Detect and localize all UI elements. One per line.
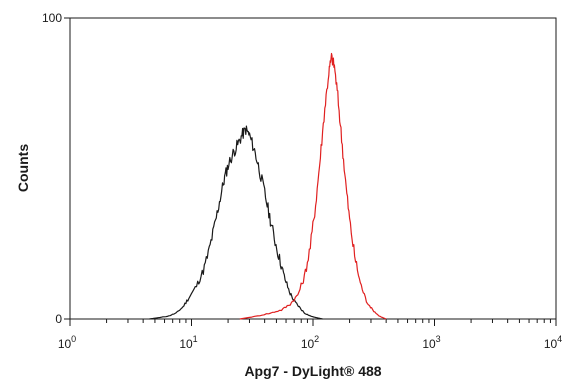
x-tick-label-base: 10 xyxy=(179,337,193,351)
x-axis-ticks: 100 101 102 103 104 xyxy=(58,319,562,351)
x-tick-label: 101 xyxy=(179,334,197,351)
x-tick-label: 103 xyxy=(422,334,440,351)
x-tick-label-base: 10 xyxy=(544,337,558,351)
y-tick-label: 100 xyxy=(42,11,62,25)
x-tick-label-exponent: 3 xyxy=(436,334,441,344)
x-tick-label-exponent: 2 xyxy=(314,334,319,344)
x-tick-label-exponent: 1 xyxy=(193,334,198,344)
x-tick-label-base: 10 xyxy=(58,337,72,351)
x-tick-label: 102 xyxy=(301,334,319,351)
y-axis-title: Counts xyxy=(15,144,31,192)
series-layer xyxy=(149,52,387,320)
x-tick-label-exponent: 0 xyxy=(71,334,76,344)
x-tick-label-exponent: 4 xyxy=(557,334,562,344)
y-tick-label: 0 xyxy=(55,312,62,326)
plot-area xyxy=(69,17,557,320)
series-line-red xyxy=(239,52,387,320)
x-tick-label: 104 xyxy=(544,334,562,351)
x-axis-title: Apg7 - DyLight® 488 xyxy=(244,363,381,379)
x-tick-label-base: 10 xyxy=(422,337,436,351)
y-axis-ticks: 0 100 xyxy=(42,11,70,326)
x-tick-label-base: 10 xyxy=(301,337,315,351)
x-tick-label: 100 xyxy=(58,334,76,351)
series-line-black xyxy=(149,125,323,320)
